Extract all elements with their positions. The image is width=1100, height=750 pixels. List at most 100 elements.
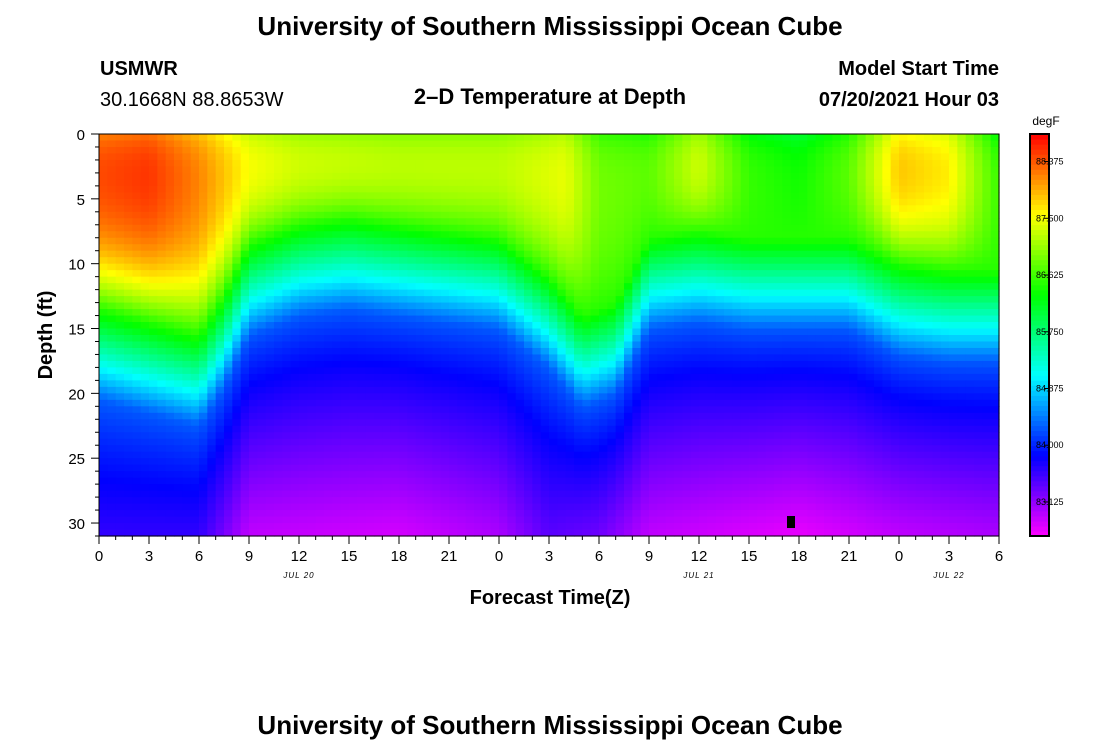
heatmap-cell [724, 347, 733, 356]
heatmap-cell [390, 224, 400, 232]
heatmap-cell [807, 276, 817, 284]
heatmap-cell [274, 328, 283, 336]
heatmap-cell [407, 257, 417, 265]
heatmap-cell [932, 237, 942, 245]
heatmap-cell [532, 237, 542, 245]
heatmap-cell [540, 354, 550, 362]
heatmap-cell [940, 393, 950, 401]
heatmap-cell [149, 276, 158, 284]
heatmap-cell [565, 315, 575, 323]
heatmap-cell [515, 360, 525, 369]
heatmap-cell [157, 393, 167, 401]
heatmap-cell [199, 406, 208, 414]
heatmap-cell [432, 166, 442, 174]
heatmap-cell [549, 166, 558, 174]
heatmap-cell [590, 159, 600, 168]
heatmap-cell [149, 309, 158, 317]
heatmap-cell [924, 412, 933, 420]
heatmap-cell [115, 263, 125, 271]
heatmap-cell [432, 380, 442, 388]
heatmap-cell [599, 399, 608, 407]
heatmap-cell [715, 231, 725, 239]
heatmap-cell [315, 335, 325, 343]
heatmap-cell [890, 224, 900, 232]
heatmap-cell [240, 134, 250, 142]
heatmap-cell [440, 419, 450, 427]
heatmap-cell [824, 224, 833, 232]
heatmap-cell [490, 283, 500, 291]
heatmap-cell [290, 412, 300, 420]
heatmap-cell [115, 134, 125, 142]
heatmap-cell [832, 419, 842, 427]
heatmap-cell [507, 276, 517, 284]
heatmap-cell [615, 296, 625, 304]
heatmap-cell [907, 335, 917, 343]
heatmap-cell [115, 276, 125, 284]
heatmap-cell [224, 393, 233, 401]
heatmap-cell [549, 341, 558, 349]
heatmap-cell [174, 360, 183, 369]
heatmap-cell [707, 185, 717, 193]
heatmap-cell [365, 335, 375, 343]
heatmap-cell [215, 140, 225, 148]
heatmap-cell [140, 283, 150, 291]
heatmap-cell [732, 380, 742, 388]
heatmap-cell [782, 159, 792, 168]
heatmap-cell [399, 250, 408, 258]
heatmap-cell [574, 328, 583, 336]
heatmap-cell [515, 166, 525, 174]
heatmap-cell [549, 296, 558, 304]
heatmap-cell [165, 315, 175, 323]
heatmap-cell [715, 140, 725, 148]
heatmap-cell [340, 270, 350, 278]
heatmap-cell [390, 166, 400, 174]
heatmap-cell [507, 393, 517, 401]
heatmap-cell [140, 380, 150, 388]
heatmap-cell [390, 250, 400, 258]
heatmap-cell [640, 140, 650, 148]
heatmap-cell [790, 276, 800, 284]
heatmap-cell [849, 302, 858, 310]
heatmap-cell [774, 360, 783, 369]
heatmap-cell [840, 373, 850, 381]
heatmap-cell [782, 218, 792, 226]
heatmap-cell [882, 218, 892, 226]
heatmap-cell [632, 146, 642, 155]
heatmap-cell [532, 218, 542, 226]
heatmap-cell [240, 192, 250, 200]
heatmap-cell [140, 263, 150, 271]
heatmap-cell [99, 172, 108, 180]
heatmap-cell [174, 347, 183, 356]
heatmap-cell [890, 399, 900, 407]
heatmap-cell [915, 373, 925, 381]
heatmap-cell [374, 354, 383, 362]
heatmap-cell [482, 218, 492, 226]
heatmap-cell [940, 224, 950, 232]
heatmap-cell [540, 296, 550, 304]
heatmap-cell [640, 341, 650, 349]
heatmap-cell [365, 354, 375, 362]
heatmap-cell [849, 386, 858, 394]
heatmap-cell [124, 380, 133, 388]
heatmap-cell [699, 166, 708, 174]
heatmap-cell [757, 192, 767, 200]
heatmap-cell [282, 309, 292, 317]
heatmap-cell [932, 328, 942, 336]
heatmap-cell [424, 347, 433, 356]
heatmap-cell [765, 198, 775, 206]
heatmap-cell [107, 406, 117, 414]
heatmap-cell [474, 140, 483, 148]
heatmap-cell [149, 159, 158, 168]
heatmap-cell [982, 134, 992, 142]
heatmap-cell [315, 399, 325, 407]
heatmap-cell [190, 192, 200, 200]
heatmap-cell [449, 289, 458, 297]
heatmap-cell [957, 134, 967, 142]
heatmap-cell [432, 270, 442, 278]
heatmap-cell [657, 146, 667, 155]
heatmap-cell [482, 425, 492, 433]
heatmap-cell [932, 380, 942, 388]
heatmap-cell [365, 412, 375, 420]
heatmap-cell [657, 302, 667, 310]
heatmap-cell [790, 335, 800, 343]
